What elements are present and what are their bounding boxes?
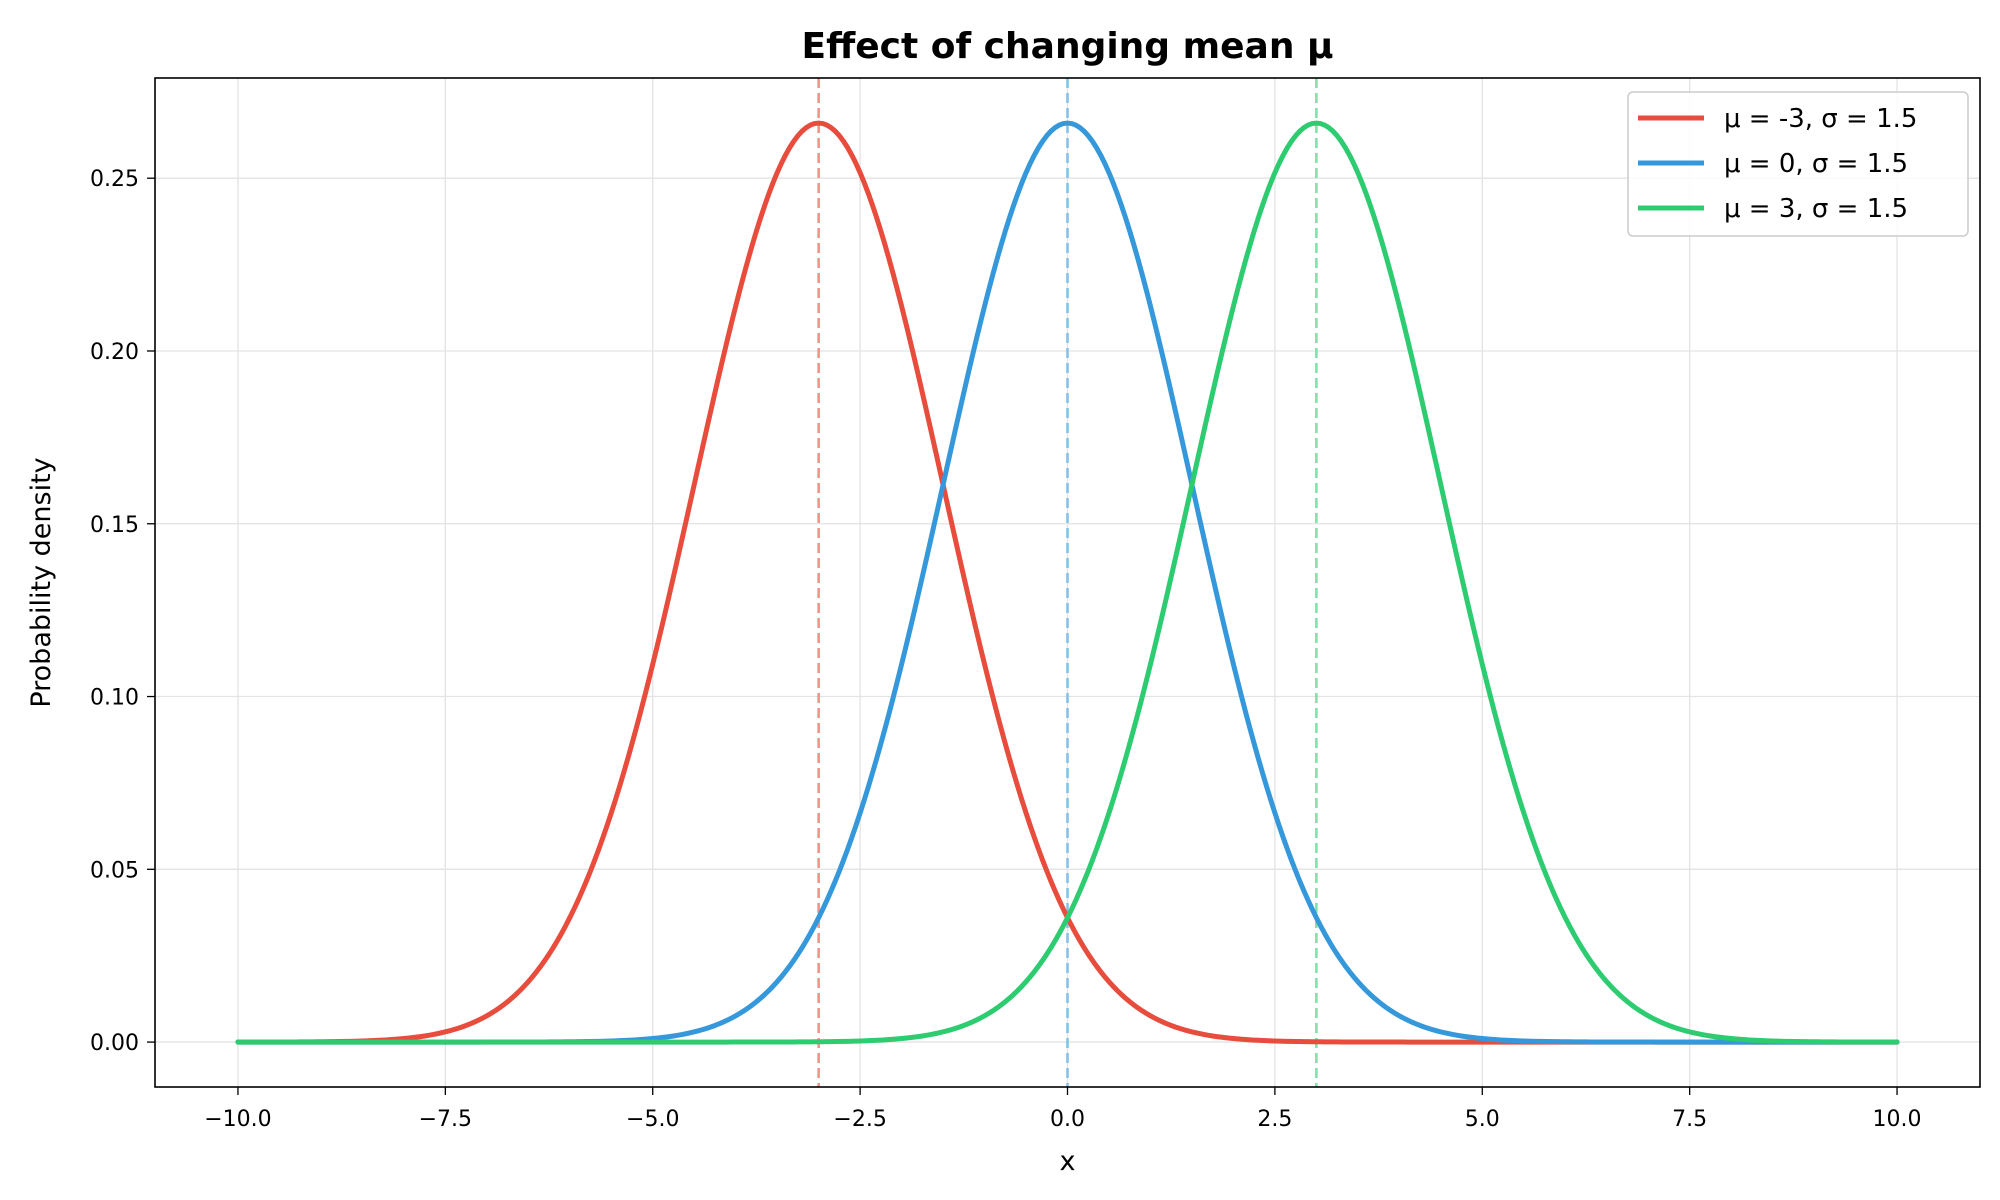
- series-curve-3: [235, 120, 1900, 1045]
- curves: [235, 120, 1900, 1045]
- y-tick-label: 0.10: [90, 686, 139, 711]
- x-tick-label: 7.5: [1672, 1107, 1707, 1132]
- x-tick-label: −2.5: [833, 1107, 886, 1132]
- y-tick-label: 0.25: [90, 167, 139, 192]
- legend-label: μ = 0, σ = 1.5: [1724, 149, 1908, 179]
- y-tick-label: 0.05: [90, 858, 139, 883]
- x-tick-label: −10.0: [204, 1107, 271, 1132]
- legend: μ = -3, σ = 1.5 μ = 0, σ = 1.5 μ = 3, σ = …: [1627, 91, 1969, 237]
- y-tick-label: 0.20: [90, 340, 139, 365]
- x-tick-label: −7.5: [419, 1107, 472, 1132]
- x-tick-label: 10.0: [1873, 1107, 1922, 1132]
- y-tick-label: 0.00: [90, 1031, 139, 1056]
- y-tick-label: 0.15: [90, 513, 139, 538]
- x-tick-label: 5.0: [1465, 1107, 1500, 1132]
- legend-box: [1627, 91, 1969, 237]
- x-axis-label: x: [1060, 1146, 1076, 1177]
- x-axis-ticks: −10.0 −7.5 −5.0 −2.5 0.0 2.5 5.0 7.5 10.0: [204, 1087, 1922, 1132]
- chart-title: Effect of changing mean μ: [802, 26, 1334, 67]
- legend-label: μ = -3, σ = 1.5: [1724, 104, 1917, 134]
- x-tick-label: −5.0: [626, 1107, 679, 1132]
- y-axis-ticks: 0.00 0.05 0.10 0.15 0.20 0.25: [90, 167, 155, 1056]
- x-tick-label: 0.0: [1050, 1107, 1085, 1132]
- x-tick-label: 2.5: [1257, 1107, 1292, 1132]
- y-axis-label: Probability density: [26, 457, 57, 707]
- legend-label: μ = 3, σ = 1.5: [1724, 194, 1908, 224]
